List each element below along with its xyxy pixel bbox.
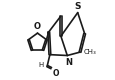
Text: N: N	[65, 58, 72, 66]
Text: O: O	[52, 69, 58, 78]
Text: CH₃: CH₃	[83, 49, 96, 55]
Text: O: O	[34, 22, 41, 31]
Text: H: H	[38, 62, 43, 68]
Text: S: S	[74, 2, 80, 11]
